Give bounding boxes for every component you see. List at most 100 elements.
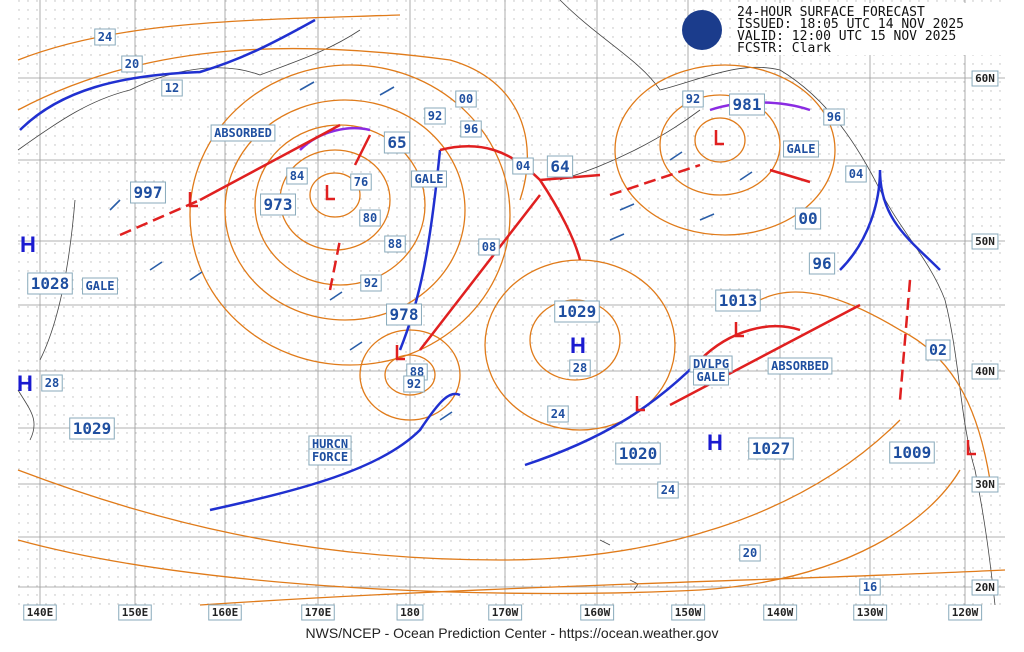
lon-label: 140W — [767, 606, 794, 619]
pressure-label: 96 — [812, 254, 831, 273]
isobar-label: 04 — [849, 167, 863, 181]
isobar-label-box — [478, 238, 500, 256]
pressure-label-box — [889, 441, 935, 464]
isobar-label-box — [350, 173, 372, 191]
lat-label-box — [971, 579, 999, 596]
isobar-label-box — [403, 375, 425, 393]
isobar-label: 02 — [929, 341, 947, 359]
high-center: H — [20, 232, 36, 257]
lon-label-box — [580, 604, 615, 621]
pressure-label: 65 — [387, 133, 406, 152]
isobar-label-box — [682, 90, 704, 108]
warning-label-box — [411, 170, 447, 188]
pressure-label-box — [794, 207, 822, 230]
lon-label-box — [948, 604, 983, 621]
isobar-label-box — [859, 578, 881, 596]
lon-label: 160W — [584, 606, 611, 619]
lat-label: 60N — [975, 72, 995, 85]
lat-label: 30N — [975, 478, 995, 491]
isobar-label-box — [161, 79, 183, 97]
fronts — [19, 18, 941, 512]
pressure-label: 64 — [550, 157, 569, 176]
lat-label-box — [971, 476, 999, 493]
header-title: 24-HOUR SURFACE FORECAST — [737, 5, 925, 20]
pressure-label-box — [554, 300, 600, 323]
lat-label: 20N — [975, 581, 995, 594]
isobar-label: 24 — [98, 30, 112, 44]
isobar-label: 00 — [459, 92, 473, 106]
isobar-label: 92 — [428, 109, 442, 123]
isobar-label-box — [121, 55, 143, 73]
warning-label: HURCN — [312, 437, 348, 451]
isobar-label-box — [925, 339, 951, 361]
lon-label-box — [853, 604, 888, 621]
lon-label-box — [118, 604, 152, 621]
isobar-label: 20 — [743, 546, 757, 560]
isobar-label-box — [739, 544, 761, 562]
isobar-label-box — [286, 167, 308, 185]
header-forecaster: FCSTR: Clark — [737, 41, 831, 56]
warning-label: GALE — [86, 279, 115, 293]
warning-label: GALE — [787, 142, 816, 156]
isobar-label: 92 — [686, 92, 700, 106]
warning-label-box — [783, 140, 819, 158]
pressure-label-box — [383, 131, 411, 154]
warning-label-box — [308, 448, 352, 466]
isobar-label: 88 — [388, 237, 402, 251]
pressure-label: 978 — [390, 305, 419, 324]
isobar-label: 76 — [354, 175, 368, 189]
coastlines — [17, 0, 996, 606]
pressure-label: 1027 — [752, 439, 791, 458]
pressure-label-box — [748, 437, 794, 460]
warning-label: DVLPG — [693, 357, 729, 371]
pressure-label: 1028 — [31, 274, 70, 293]
isobar-label-box — [547, 405, 569, 423]
warning-label: FORCE — [312, 450, 348, 464]
pressure-label-box — [808, 252, 836, 275]
isobar-label: 28 — [573, 361, 587, 375]
isobar-label: 08 — [482, 240, 496, 254]
isobar-label: 84 — [290, 169, 304, 183]
footer: NWS/NCEP - Ocean Prediction Center - htt… — [306, 625, 719, 641]
pressure-label: 997 — [134, 183, 163, 202]
lon-label: 120W — [952, 606, 979, 619]
pressure-label-box — [69, 417, 115, 440]
header-box — [733, 3, 1003, 55]
pressure-label-box — [546, 155, 574, 178]
high-center: H — [570, 333, 586, 358]
noaa-logo — [682, 10, 722, 50]
lon-label: 170W — [492, 606, 519, 619]
isobar-label: 12 — [165, 81, 179, 95]
isobar-label-box — [657, 481, 679, 499]
lat-label-box — [971, 363, 999, 380]
lon-label-box — [208, 604, 242, 621]
isobar-label-box — [569, 359, 591, 377]
high-center: H — [707, 430, 723, 455]
isobar-label: 96 — [827, 110, 841, 124]
lat-label-box — [971, 70, 999, 87]
lat-label-box — [971, 233, 999, 250]
isobar-label-box — [94, 28, 116, 46]
lon-label: 140E — [27, 606, 54, 619]
lon-label: 180 — [400, 606, 420, 619]
isobar-label-box — [845, 165, 867, 183]
lon-label-box — [763, 604, 798, 621]
isobar-label: 92 — [407, 377, 421, 391]
pressure-label: 1009 — [893, 443, 932, 462]
map-background — [18, 0, 1006, 605]
warning-label-box — [82, 277, 118, 295]
warning-label-box — [693, 368, 729, 386]
pressure-label-box — [615, 442, 661, 465]
isobar-label: 28 — [45, 376, 59, 390]
pressure-label-box — [729, 93, 765, 116]
lat-label: 40N — [975, 365, 995, 378]
isobar-label: 80 — [363, 211, 377, 225]
pressure-label: 1020 — [619, 444, 658, 463]
pressure-label: 1029 — [558, 302, 597, 321]
lon-label-box — [23, 604, 57, 621]
isobar-label: 16 — [863, 580, 877, 594]
wind-barbs — [109, 81, 753, 421]
low-symbols — [188, 130, 976, 456]
pressure-label: 1029 — [73, 419, 112, 438]
